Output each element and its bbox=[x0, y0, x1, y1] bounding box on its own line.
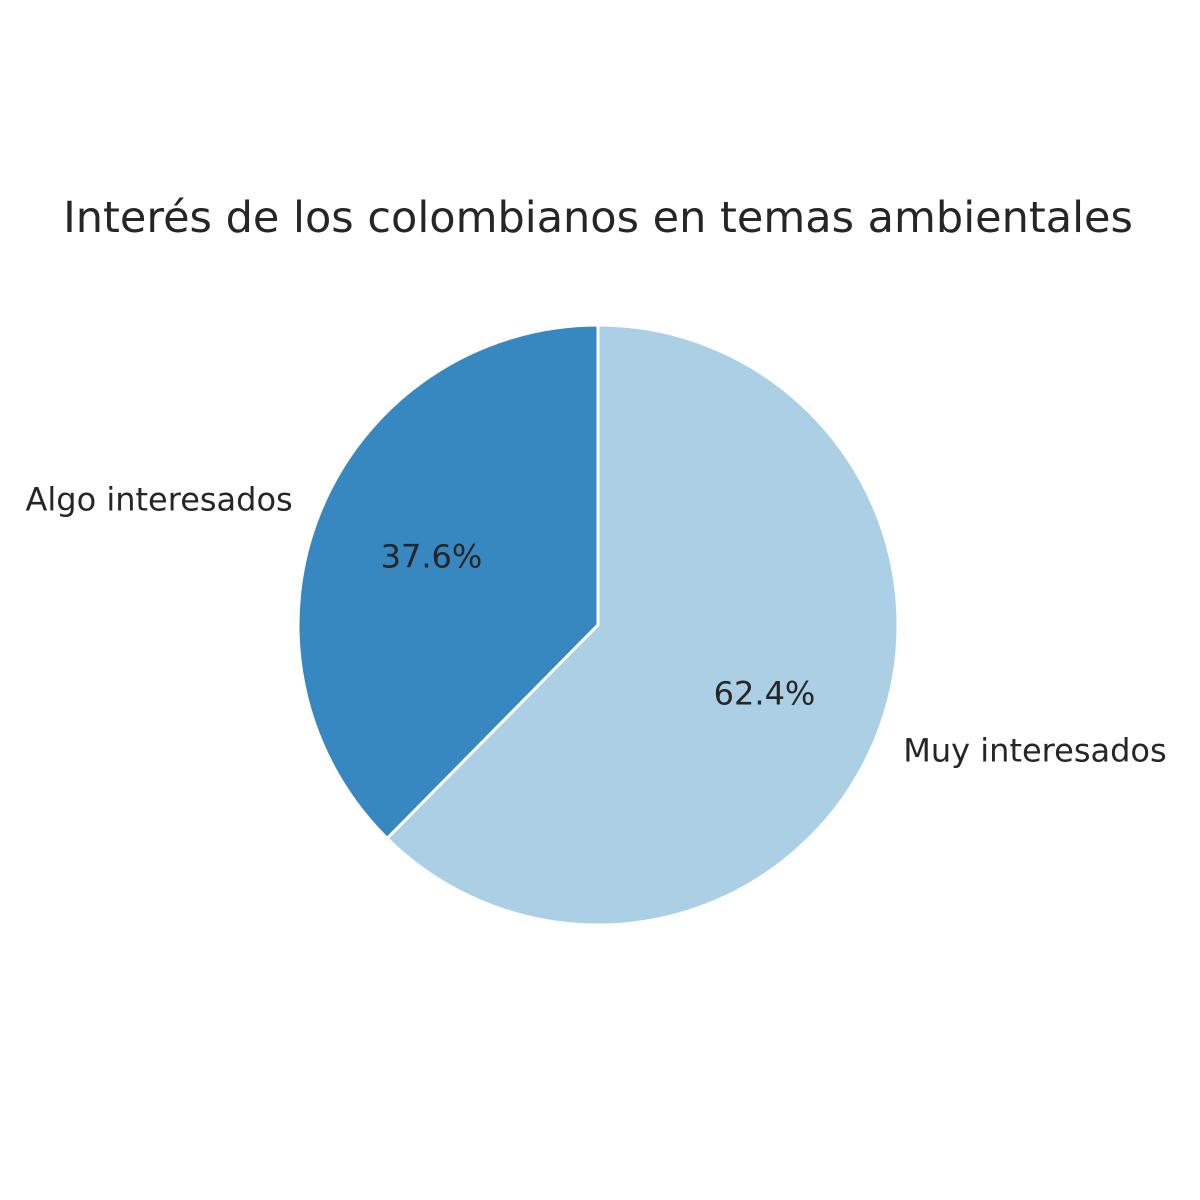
pie-slice-muy-interesados bbox=[385, 323, 900, 927]
slice-category-label: Muy interesados bbox=[903, 731, 1166, 769]
pie-labels: 37.6% Algo interesados 62.4% Muy interesado… bbox=[25, 481, 1166, 770]
slice-category-label: Algo interesados bbox=[25, 481, 292, 519]
slice-percent-label: 37.6% bbox=[381, 538, 483, 576]
pie-slices bbox=[296, 323, 900, 927]
chart-title: Interés de los colombianos en temas ambi… bbox=[63, 193, 1133, 243]
pie-slice-algo-interesados bbox=[296, 323, 600, 840]
slice-percent-label: 62.4% bbox=[714, 674, 816, 712]
